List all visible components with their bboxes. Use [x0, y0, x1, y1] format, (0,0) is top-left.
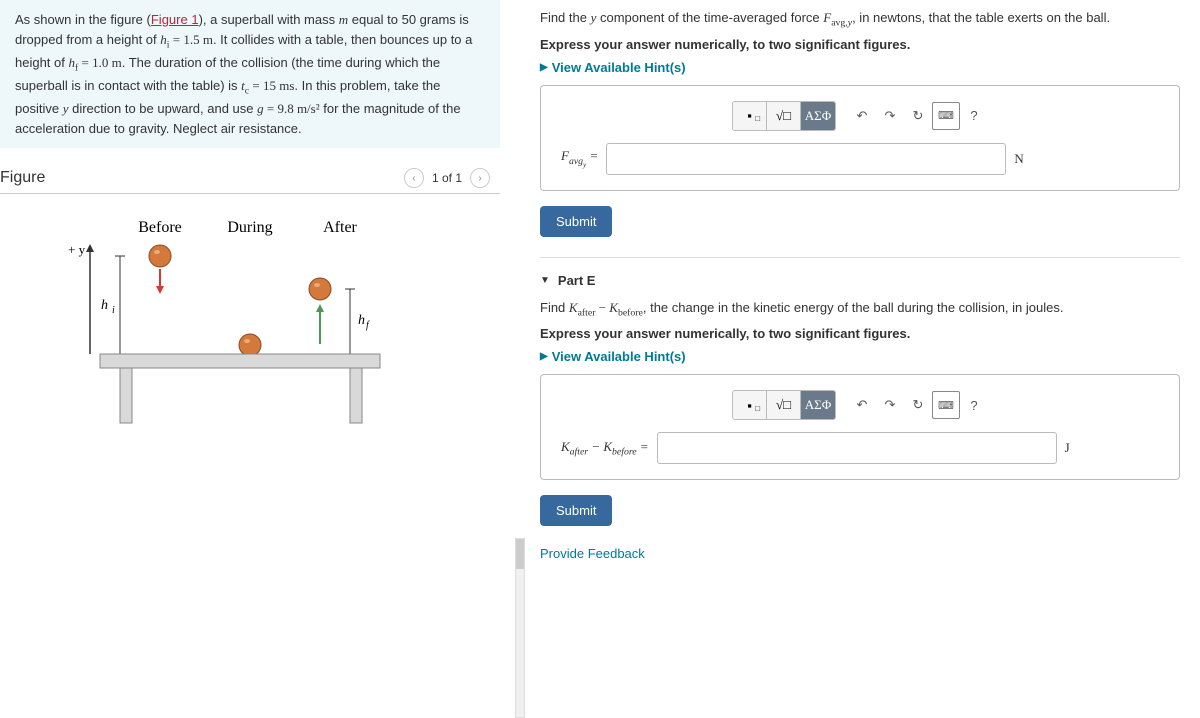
figure-panel: Figure ‹ 1 of 1 › Before During After + … — [0, 148, 500, 444]
reset-icon[interactable]: ↻ — [904, 391, 932, 419]
greek-button[interactable]: ΑΣΦ — [801, 102, 835, 130]
part-e-title: Part E — [558, 273, 596, 288]
undo-icon[interactable]: ↶ — [848, 102, 876, 130]
figure-scrollbar[interactable] — [515, 538, 525, 718]
label-plus-y: + y — [68, 242, 86, 257]
part-d: Find the y component of the time-average… — [540, 10, 1180, 237]
part-e-header[interactable]: Part E — [540, 257, 1180, 288]
label-during: During — [227, 219, 272, 236]
part-e-instruction: Express your answer numerically, to two … — [540, 326, 1180, 341]
part-e-answer-label: Kafter − Kbefore = — [561, 439, 649, 458]
figure-image: Before During After + y h i — [0, 194, 500, 444]
provide-feedback-link[interactable]: Provide Feedback — [540, 546, 1180, 561]
part-d-answer-label: Favgy = — [561, 148, 598, 169]
reset-icon[interactable]: ↻ — [904, 102, 932, 130]
part-d-submit-button[interactable]: Submit — [540, 206, 612, 237]
part-e: Find Kafter − Kbefore, the change in the… — [540, 300, 1180, 527]
sqrt-button[interactable]: √□ — [767, 102, 801, 130]
figure-title: Figure — [0, 169, 45, 187]
greek-button[interactable]: ΑΣΦ — [801, 391, 835, 419]
part-e-hints-link[interactable]: View Available Hint(s) — [540, 349, 1180, 364]
part-e-answer-input[interactable] — [657, 432, 1057, 464]
label-hi: h — [101, 298, 108, 313]
figure-prev-button[interactable]: ‹ — [404, 168, 424, 188]
help-icon[interactable]: ? — [960, 391, 988, 419]
part-e-question: Find Kafter − Kbefore, the change in the… — [540, 300, 1180, 319]
label-after: After — [323, 219, 357, 236]
redo-icon[interactable]: ↷ — [876, 391, 904, 419]
templates-button[interactable]: ▪□ — [733, 391, 767, 419]
part-d-unit: N — [1014, 151, 1023, 167]
part-e-submit-button[interactable]: Submit — [540, 495, 612, 526]
keyboard-icon[interactable]: ⌨ — [932, 102, 960, 130]
part-d-hints-link[interactable]: View Available Hint(s) — [540, 60, 1180, 75]
part-e-input-box: ▪□ √□ ΑΣΦ ↶ ↷ ↻ ⌨ ? Kafter − Kbefore = J — [540, 374, 1180, 480]
part-e-unit: J — [1065, 440, 1070, 456]
sqrt-button[interactable]: √□ — [767, 391, 801, 419]
redo-icon[interactable]: ↷ — [876, 102, 904, 130]
label-before: Before — [138, 219, 182, 236]
label-hf-sub: f — [366, 320, 370, 331]
part-d-answer-input[interactable] — [606, 143, 1006, 175]
figure-next-button[interactable]: › — [470, 168, 490, 188]
part-e-toolbar: ▪□ √□ ΑΣΦ ↶ ↷ ↻ ⌨ ? — [561, 390, 1159, 420]
part-d-toolbar: ▪□ √□ ΑΣΦ ↶ ↷ ↻ ⌨ ? — [561, 101, 1159, 131]
undo-icon[interactable]: ↶ — [848, 391, 876, 419]
help-icon[interactable]: ? — [960, 102, 988, 130]
label-hf: h — [358, 313, 365, 328]
label-hi-sub: i — [112, 305, 115, 316]
keyboard-icon[interactable]: ⌨ — [932, 391, 960, 419]
part-d-question: Find the y component of the time-average… — [540, 10, 1180, 29]
figure-nav-text: 1 of 1 — [432, 171, 462, 185]
problem-statement: As shown in the figure (Figure 1), a sup… — [0, 0, 500, 148]
part-d-input-box: ▪□ √□ ΑΣΦ ↶ ↷ ↻ ⌨ ? Favgy = N — [540, 85, 1180, 191]
part-d-instruction: Express your answer numerically, to two … — [540, 37, 1180, 52]
templates-button[interactable]: ▪□ — [733, 102, 767, 130]
figure-link[interactable]: Figure 1 — [151, 12, 199, 27]
